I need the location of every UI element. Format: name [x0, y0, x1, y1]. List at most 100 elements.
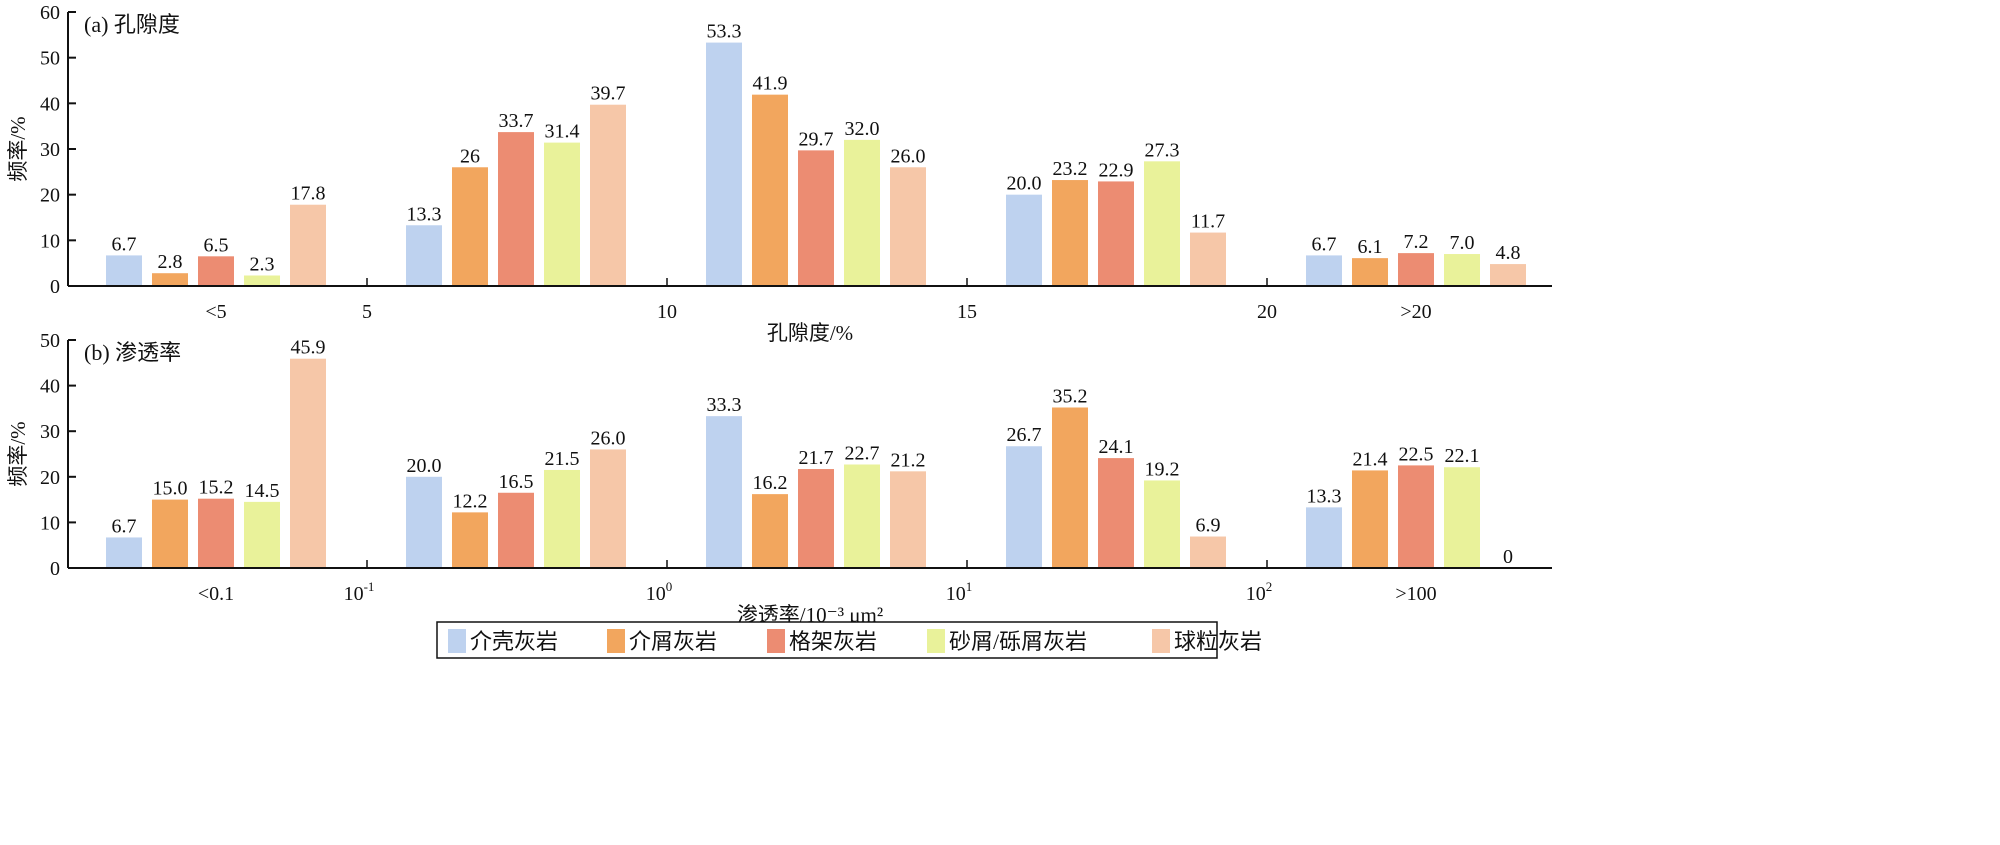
bar	[498, 492, 534, 568]
bar	[1052, 407, 1088, 568]
bar	[106, 537, 142, 568]
bar	[1144, 161, 1180, 286]
bar	[1052, 180, 1088, 286]
data-label: 53.3	[707, 21, 742, 43]
data-label: 14.5	[245, 480, 280, 502]
legend-label: 球粒灰岩	[1174, 629, 1262, 654]
bar	[1306, 507, 1342, 568]
data-label: 33.7	[499, 110, 534, 132]
tick-base: 10	[1246, 583, 1266, 605]
y-tick-label: 20	[40, 185, 60, 207]
bar	[198, 256, 234, 286]
y-tick-label: 50	[40, 48, 60, 70]
legend-swatch	[607, 629, 625, 653]
data-label: 7.2	[1404, 231, 1429, 253]
bar	[1352, 258, 1388, 286]
bar	[890, 167, 926, 286]
data-label: 13.3	[1307, 485, 1342, 507]
y-tick-label: 0	[50, 558, 60, 580]
data-label: 22.1	[1445, 445, 1480, 467]
x-tick-label: 15	[957, 301, 977, 323]
bar	[1006, 194, 1042, 286]
bar	[1006, 446, 1042, 568]
bar	[752, 494, 788, 568]
data-label: 35.2	[1053, 385, 1088, 407]
bar	[244, 275, 280, 286]
x-tick-label: 102	[1246, 579, 1273, 605]
data-label: 2.3	[250, 253, 275, 275]
bar	[706, 42, 742, 287]
y-tick-label: 10	[40, 512, 60, 534]
category-label: <0.1	[198, 583, 234, 605]
data-label: 6.5	[204, 234, 229, 256]
bar	[1398, 465, 1434, 568]
bar	[590, 104, 626, 286]
bar	[844, 139, 880, 286]
data-label: 22.9	[1099, 159, 1134, 181]
data-label: 2.8	[158, 251, 183, 273]
bar	[1098, 181, 1134, 286]
legend-label: 砂屑/砾屑灰岩	[949, 629, 1087, 654]
data-label: 20.0	[1007, 173, 1042, 195]
x-tick-label: 20	[1257, 301, 1277, 323]
panel-title: (a) 孔隙度	[84, 12, 180, 37]
bar	[152, 499, 188, 568]
data-label: 6.7	[112, 515, 137, 537]
data-label: 7.0	[1450, 232, 1475, 254]
bar	[590, 449, 626, 568]
data-label: 21.5	[545, 448, 580, 470]
tick-exponent: -1	[364, 579, 375, 594]
data-label: 12.2	[453, 490, 488, 512]
bar	[798, 469, 834, 568]
bar	[798, 150, 834, 286]
bar	[452, 512, 488, 568]
data-label: 16.2	[753, 472, 788, 494]
y-tick-label: 40	[40, 93, 60, 115]
bar	[198, 498, 234, 568]
data-label: 22.7	[845, 442, 880, 464]
y-tick-label: 30	[40, 421, 60, 443]
bar	[1444, 254, 1480, 286]
bar	[406, 225, 442, 286]
bar	[290, 358, 326, 568]
data-label: 26.0	[891, 145, 926, 167]
y-tick-label: 40	[40, 376, 60, 398]
bar	[544, 469, 580, 568]
y-tick-label: 20	[40, 467, 60, 489]
bar	[1098, 458, 1134, 568]
data-label: 6.7	[1312, 233, 1337, 255]
data-label: 13.3	[407, 203, 442, 225]
y-tick-label: 30	[40, 139, 60, 161]
bar	[1190, 536, 1226, 568]
category-label: <5	[205, 301, 226, 323]
data-label: 16.5	[499, 471, 534, 493]
bar	[106, 255, 142, 286]
data-label: 45.9	[291, 337, 326, 359]
tick-base: 10	[946, 583, 966, 605]
data-label: 23.2	[1053, 158, 1088, 180]
data-label: 20.0	[407, 455, 442, 477]
category-label: >100	[1395, 583, 1436, 605]
data-label: 0	[1503, 546, 1513, 568]
x-tick-label: 10	[657, 301, 677, 323]
bar	[290, 204, 326, 286]
data-label: 27.3	[1145, 139, 1180, 161]
y-axis-label: 频率/%	[6, 116, 30, 181]
data-label: 21.7	[799, 447, 834, 469]
data-label: 17.8	[291, 183, 326, 205]
data-label: 29.7	[799, 128, 834, 150]
data-label: 21.4	[1353, 448, 1388, 470]
data-label: 21.2	[891, 449, 926, 471]
x-tick-label: 101	[946, 579, 973, 605]
data-label: 33.3	[707, 394, 742, 416]
x-axis-label: 孔隙度/%	[767, 321, 853, 345]
data-label: 19.2	[1145, 458, 1180, 480]
bar	[844, 464, 880, 568]
tick-exponent: 1	[966, 579, 973, 594]
data-label: 26	[460, 145, 480, 167]
legend-swatch	[448, 629, 466, 653]
y-tick-label: 60	[40, 2, 60, 24]
legend: 介壳灰岩 介屑灰岩 格架灰岩 砂屑/砾屑灰岩 球粒灰岩	[436, 621, 1262, 659]
data-label: 41.9	[753, 73, 788, 95]
